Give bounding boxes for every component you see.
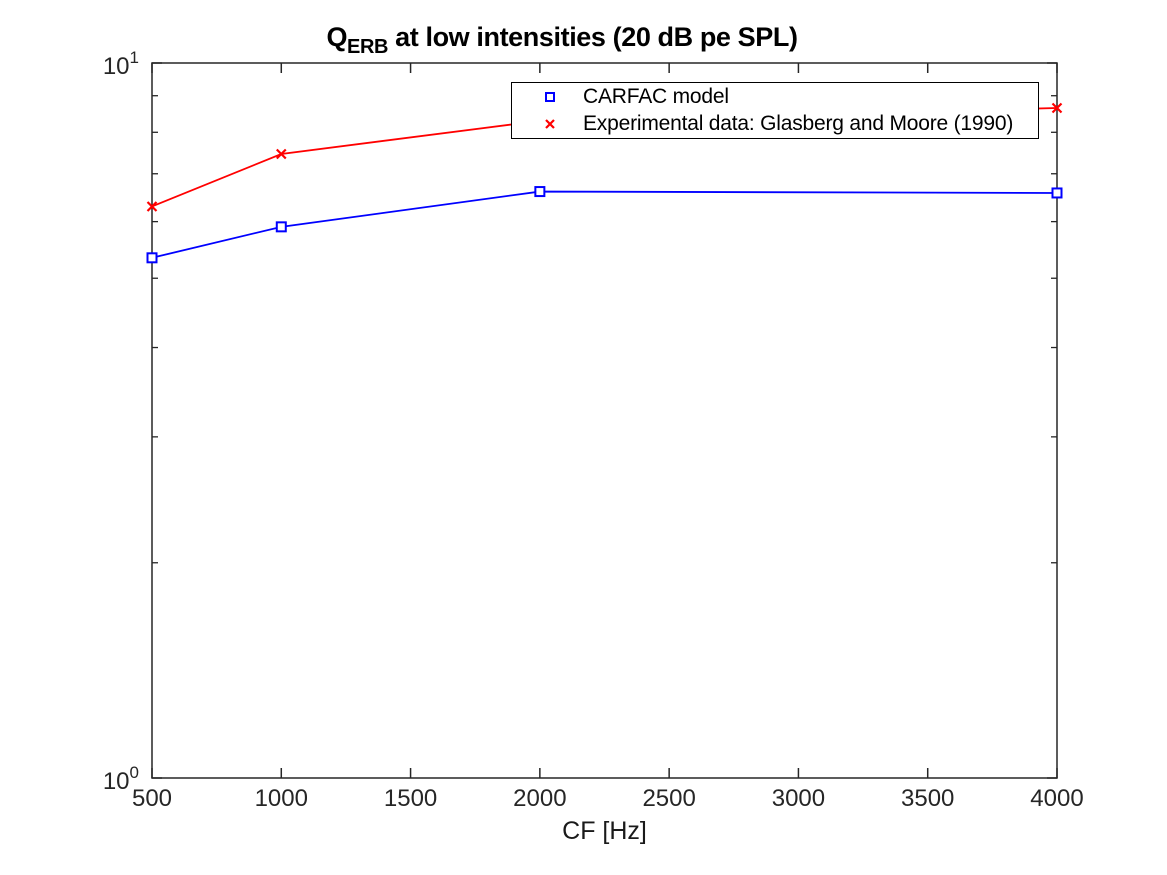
data-point-x	[146, 201, 158, 212]
x-tick-label: 3000	[772, 785, 825, 812]
x-tick-label: 1500	[384, 785, 437, 812]
chart-title-suffix: at low intensities (20 dB pe SPL)	[388, 22, 798, 52]
legend-label-experimental: Experimental data: Glasberg and Moore (1…	[583, 112, 1014, 135]
y-tick-label: 100	[103, 763, 139, 795]
legend-entry-carfac: CARFAC model	[512, 84, 1038, 111]
x-tick-label: 3500	[901, 785, 954, 812]
series-line-0	[151, 190, 1058, 259]
legend-square-marker-icon	[545, 92, 555, 102]
legend-x-marker-icon	[545, 119, 555, 129]
x-tick-label: 4000	[1030, 785, 1083, 812]
data-point-square	[146, 252, 158, 264]
data-point-x	[276, 148, 287, 160]
chart-title-prefix: Q	[326, 22, 348, 52]
data-point-square	[534, 186, 546, 198]
data-point-square	[1051, 187, 1063, 199]
legend-label-carfac: CARFAC model	[583, 85, 729, 108]
data-point-x	[1051, 102, 1063, 114]
x-tick-label: 2500	[642, 785, 695, 812]
data-point-square	[275, 221, 287, 233]
legend-entry-experimental: Experimental data: Glasberg and Moore (1…	[512, 111, 1038, 138]
x-axis-label: CF [Hz]	[562, 817, 647, 845]
axes-frame	[151, 62, 1058, 779]
x-tick-label: 1000	[255, 785, 308, 812]
x-tick-label: 2000	[513, 785, 566, 812]
chart-title: QERB at low intensities (20 dB pe SPL)	[0, 22, 1124, 59]
y-tick-label: 101	[103, 48, 139, 80]
x-tick-label: 500	[132, 785, 172, 812]
chart-title-subscript: ERB	[347, 36, 389, 58]
legend-box: CARFAC model Experimental data: Glasberg…	[511, 82, 1039, 139]
